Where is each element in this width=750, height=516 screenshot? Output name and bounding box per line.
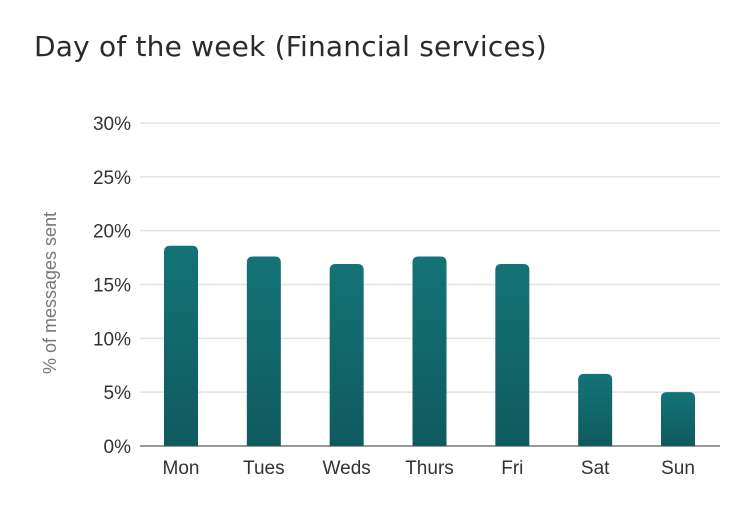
x-tick-label-tues: Tues xyxy=(243,458,285,479)
bar-tues xyxy=(246,256,281,446)
x-tick-label-fri: Fri xyxy=(501,458,523,479)
bar-mon xyxy=(164,245,198,446)
bar-sun xyxy=(661,392,695,446)
bar-weds xyxy=(329,264,364,446)
x-tick-label-weds: Weds xyxy=(323,458,371,479)
y-tick-label: 15% xyxy=(93,276,131,297)
y-tick-label: 0% xyxy=(104,437,132,458)
y-tick-label: 30% xyxy=(93,114,131,135)
bars xyxy=(164,245,695,446)
y-axis-title: % of messages sent xyxy=(40,212,60,374)
bar-thurs xyxy=(412,256,447,446)
bar-fri xyxy=(495,264,530,446)
chart-title: Day of the week (Financial services) xyxy=(34,30,547,63)
x-axis-ticks: Mon Tues Weds Thurs Fri Sat Sun xyxy=(163,458,695,479)
bar-sat xyxy=(578,373,613,446)
y-tick-label: 25% xyxy=(93,168,131,189)
y-tick-label: 20% xyxy=(93,222,131,243)
x-tick-label-sun: Sun xyxy=(661,458,695,479)
x-tick-label-sat: Sat xyxy=(581,458,610,479)
y-tick-label: 5% xyxy=(104,383,132,404)
x-tick-label-mon: Mon xyxy=(163,458,200,479)
y-tick-label: 10% xyxy=(93,329,131,350)
y-axis-ticks: 0% 5% 10% 15% 20% 25% 30% xyxy=(93,114,131,458)
x-tick-label-thurs: Thurs xyxy=(405,458,454,479)
